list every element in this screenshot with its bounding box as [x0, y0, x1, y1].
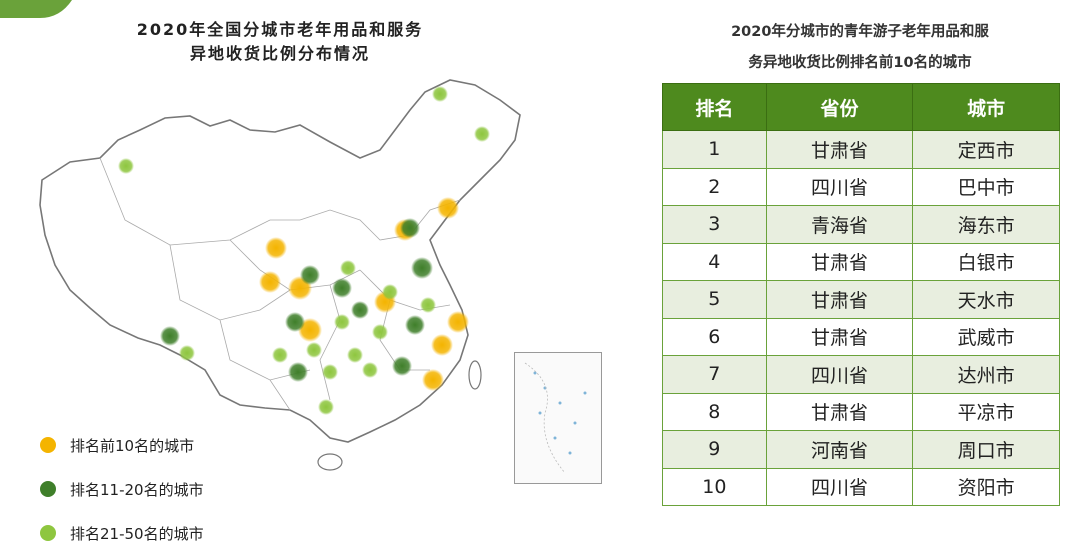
marker-21-50 — [306, 342, 322, 358]
table-row: 8 甘肃省 平凉市 — [662, 392, 1060, 431]
table-row: 1 甘肃省 定西市 — [662, 130, 1060, 169]
rank-cell: 10 — [662, 467, 767, 506]
marker-21-50 — [362, 362, 378, 378]
marker-top10 — [437, 197, 459, 219]
table-title: 2020年分城市的青年游子老年用品和服 务异地收货比例排名前10名的城市 — [660, 17, 1060, 79]
marker-11-20 — [411, 257, 433, 279]
city-cell: 平凉市 — [912, 392, 1060, 431]
province-cell: 甘肃省 — [765, 242, 914, 281]
marker-11-20 — [400, 218, 420, 238]
rank-cell: 7 — [662, 355, 767, 394]
province-cell: 河南省 — [765, 430, 914, 469]
legend-item-top10: 排名前10名的城市 — [40, 423, 204, 467]
map-legend: 排名前10名的城市 排名11-20名的城市 排名21-50名的城市 — [40, 423, 204, 555]
marker-21-50 — [432, 86, 448, 102]
table-header-row: 排名 省份 城市 — [662, 83, 1060, 131]
marker-21-50 — [334, 314, 350, 330]
rank-cell: 8 — [662, 392, 767, 431]
rank-cell: 3 — [662, 205, 767, 244]
marker-11-20 — [285, 312, 305, 332]
rank-cell: 6 — [662, 317, 767, 356]
header-province: 省份 — [765, 83, 914, 131]
legend-item-21-50: 排名21-50名的城市 — [40, 511, 204, 555]
table-row: 9 河南省 周口市 — [662, 430, 1060, 469]
table-row: 10 四川省 资阳市 — [662, 467, 1060, 506]
marker-21-50 — [382, 284, 398, 300]
corner-accent — [0, 0, 72, 18]
taiwan-island — [468, 360, 482, 390]
marker-11-20 — [160, 326, 180, 346]
legend-label: 排名21-50名的城市 — [70, 524, 204, 543]
marker-21-50 — [322, 364, 338, 380]
city-cell: 达州市 — [912, 355, 1060, 394]
rank-cell: 2 — [662, 167, 767, 206]
header-rank: 排名 — [662, 83, 767, 131]
marker-21-50 — [118, 158, 134, 174]
marker-11-20 — [351, 301, 369, 319]
marker-21-50 — [179, 345, 195, 361]
city-cell: 周口市 — [912, 430, 1060, 469]
province-cell: 甘肃省 — [765, 392, 914, 431]
marker-top10 — [265, 237, 287, 259]
table-row: 5 甘肃省 天水市 — [662, 280, 1060, 319]
marker-11-20 — [288, 362, 308, 382]
header-city: 城市 — [912, 83, 1060, 131]
table-title-line2: 务异地收货比例排名前10名的城市 — [748, 55, 972, 71]
marker-21-50 — [347, 347, 363, 363]
china-map — [30, 70, 610, 490]
marker-11-20 — [332, 278, 352, 298]
legend-dot-dark-green-icon — [40, 481, 56, 497]
marker-top10 — [431, 334, 453, 356]
province-cell: 四川省 — [765, 167, 914, 206]
hainan-island — [317, 453, 343, 471]
marker-21-50 — [372, 324, 388, 340]
table-row: 2 四川省 巴中市 — [662, 167, 1060, 206]
marker-21-50 — [272, 347, 288, 363]
marker-21-50 — [474, 126, 490, 142]
marker-11-20 — [405, 315, 425, 335]
marker-top10 — [422, 369, 444, 391]
province-cell: 四川省 — [765, 467, 914, 506]
city-cell: 武威市 — [912, 317, 1060, 356]
province-cell: 四川省 — [765, 355, 914, 394]
table-row: 7 四川省 达州市 — [662, 355, 1060, 394]
table-title-line1: 2020年分城市的青年游子老年用品和服 — [731, 24, 989, 40]
table-row: 3 青海省 海东市 — [662, 205, 1060, 244]
marker-21-50 — [318, 399, 334, 415]
legend-label: 排名前10名的城市 — [70, 436, 195, 455]
city-cell: 定西市 — [912, 130, 1060, 169]
marker-top10 — [447, 311, 469, 333]
province-cell: 甘肃省 — [765, 280, 914, 319]
city-cell: 资阳市 — [912, 467, 1060, 506]
marker-11-20 — [392, 356, 412, 376]
map-title-line1: 2020年全国分城市老年用品和服务 — [136, 20, 424, 39]
marker-21-50 — [420, 297, 436, 313]
legend-dot-yellow-icon — [40, 437, 56, 453]
province-cell: 青海省 — [765, 205, 914, 244]
map-title-line2: 异地收货比例分布情况 — [189, 44, 370, 63]
marker-21-50 — [340, 260, 356, 276]
map-title: 2020年全国分城市老年用品和服务 异地收货比例分布情况 — [100, 18, 460, 66]
table-row: 6 甘肃省 武威市 — [662, 317, 1060, 356]
city-cell: 海东市 — [912, 205, 1060, 244]
rank-cell: 5 — [662, 280, 767, 319]
legend-item-11-20: 排名11-20名的城市 — [40, 467, 204, 511]
table-row: 4 甘肃省 白银市 — [662, 242, 1060, 281]
marker-top10 — [259, 271, 281, 293]
province-cell: 甘肃省 — [765, 130, 914, 169]
marker-11-20 — [300, 265, 320, 285]
legend-label: 排名11-20名的城市 — [70, 480, 204, 499]
province-cell: 甘肃省 — [765, 317, 914, 356]
city-cell: 白银市 — [912, 242, 1060, 281]
ranking-table: 排名 省份 城市 1 甘肃省 定西市 2 四川省 巴中市 3 青海省 海东市 4 甘肃省 白银市… — [662, 83, 1060, 506]
city-cell: 天水市 — [912, 280, 1060, 319]
mainland-outline — [39, 79, 521, 443]
city-cell: 巴中市 — [912, 167, 1060, 206]
rank-cell: 4 — [662, 242, 767, 281]
rank-cell: 1 — [662, 130, 767, 169]
south-sea-inset — [514, 352, 602, 484]
legend-dot-light-green-icon — [40, 525, 56, 541]
rank-cell: 9 — [662, 430, 767, 469]
